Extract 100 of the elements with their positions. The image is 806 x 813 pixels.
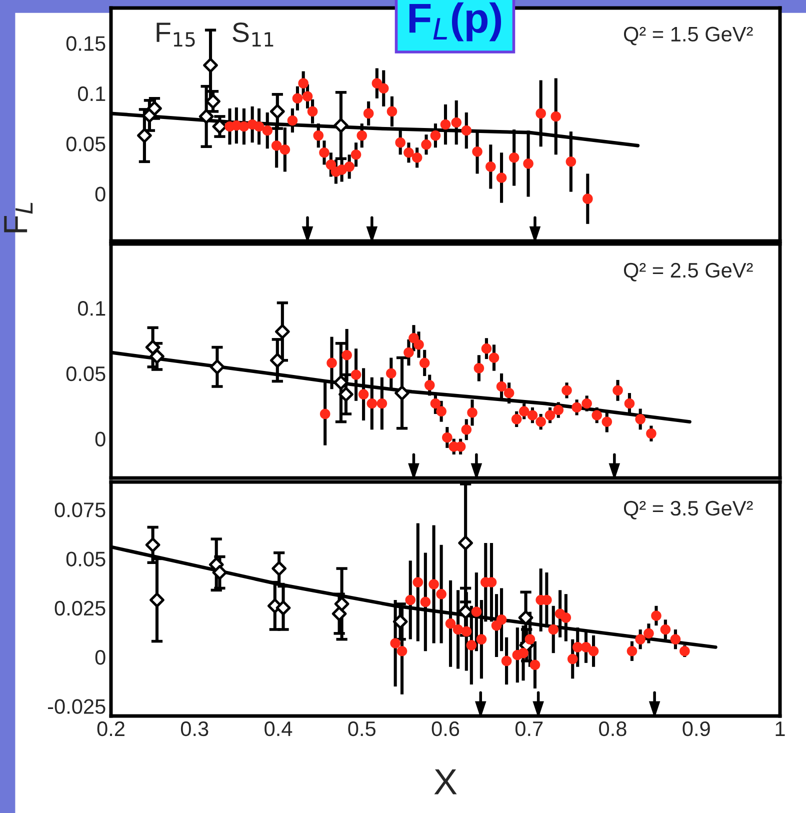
point: [392, 614, 408, 630]
point: [430, 130, 441, 141]
point: [527, 410, 538, 420]
point: [680, 646, 690, 656]
point: [644, 628, 654, 639]
point: [363, 108, 374, 119]
point: [486, 162, 496, 172]
point: [476, 634, 487, 644]
point: [414, 340, 424, 350]
point: [436, 406, 446, 416]
point: [272, 561, 287, 576]
point: [488, 352, 500, 363]
point: [430, 398, 441, 409]
point: [404, 147, 414, 158]
point: [445, 618, 456, 629]
point: [458, 535, 474, 550]
y-tick-label: 0.05: [66, 366, 106, 382]
point: [145, 537, 160, 552]
point: [396, 646, 408, 656]
point: [550, 111, 562, 122]
point: [395, 137, 406, 148]
point: [332, 606, 347, 622]
point: [412, 152, 422, 163]
point: [566, 156, 576, 167]
point: [670, 634, 681, 644]
point: [344, 162, 354, 172]
point: [496, 614, 507, 625]
point: [378, 83, 389, 94]
point: [580, 642, 592, 652]
x-tick-label: 1: [776, 722, 785, 736]
point: [276, 600, 291, 616]
point: [461, 125, 472, 136]
y-tick-label: 0.05: [66, 136, 106, 152]
point: [471, 606, 482, 617]
point: [326, 160, 336, 170]
point: [562, 385, 572, 396]
point: [302, 91, 313, 102]
point: [612, 385, 623, 396]
point: [511, 414, 522, 424]
point: [451, 117, 462, 128]
point: [660, 624, 671, 635]
point: [147, 100, 162, 116]
point: [560, 612, 572, 623]
point: [651, 610, 662, 621]
point: [466, 640, 477, 650]
point: [150, 592, 164, 608]
point: [582, 398, 592, 409]
point: [334, 375, 348, 390]
point: [442, 432, 452, 443]
point: [262, 125, 273, 136]
point: [376, 398, 388, 409]
point: [496, 381, 507, 392]
x-tick-label: 0.5: [348, 721, 376, 736]
point: [198, 109, 214, 124]
x-tick-label: 0.7: [515, 721, 543, 736]
point: [419, 358, 430, 368]
point: [350, 149, 362, 160]
point: [496, 172, 507, 183]
point: [548, 624, 559, 635]
point: [334, 596, 350, 612]
x-tick-label: 0.9: [682, 721, 710, 736]
point: [136, 128, 152, 144]
point: [461, 424, 472, 435]
point: [206, 94, 220, 109]
point: [508, 152, 520, 163]
y-axis-title: F$_{L}$: [4, 202, 33, 232]
x-tick-label: 0.2: [97, 721, 124, 736]
point: [404, 347, 414, 358]
point: [212, 564, 228, 580]
point: [504, 388, 514, 398]
point: [481, 343, 492, 354]
point: [467, 407, 478, 418]
chart-title: F$_{L}$(p): [409, 2, 502, 42]
point: [292, 93, 303, 104]
x-axis-title: X: [434, 769, 457, 794]
point: [287, 115, 298, 126]
point: [424, 380, 435, 390]
point: [394, 386, 410, 400]
y-tick-label: 0: [95, 650, 106, 665]
point: [646, 428, 656, 439]
y-tick-label: 0: [95, 432, 106, 447]
point: [271, 140, 282, 151]
point: [298, 78, 308, 88]
point: [238, 121, 250, 132]
annotation: Q² = 3.5 GeV²: [624, 500, 753, 520]
point: [319, 147, 330, 158]
point: [518, 406, 530, 416]
point: [567, 654, 578, 664]
point: [518, 648, 528, 658]
point: [270, 104, 285, 119]
y-tick-label: 0.025: [54, 600, 106, 616]
point: [270, 352, 285, 368]
y-tick-label: 0.1: [78, 86, 106, 102]
point: [582, 194, 593, 204]
point: [386, 106, 398, 117]
point: [530, 660, 540, 670]
point: [602, 416, 612, 427]
y-tick-label: 0.05: [66, 552, 106, 566]
point: [405, 594, 416, 606]
point: [386, 368, 396, 379]
